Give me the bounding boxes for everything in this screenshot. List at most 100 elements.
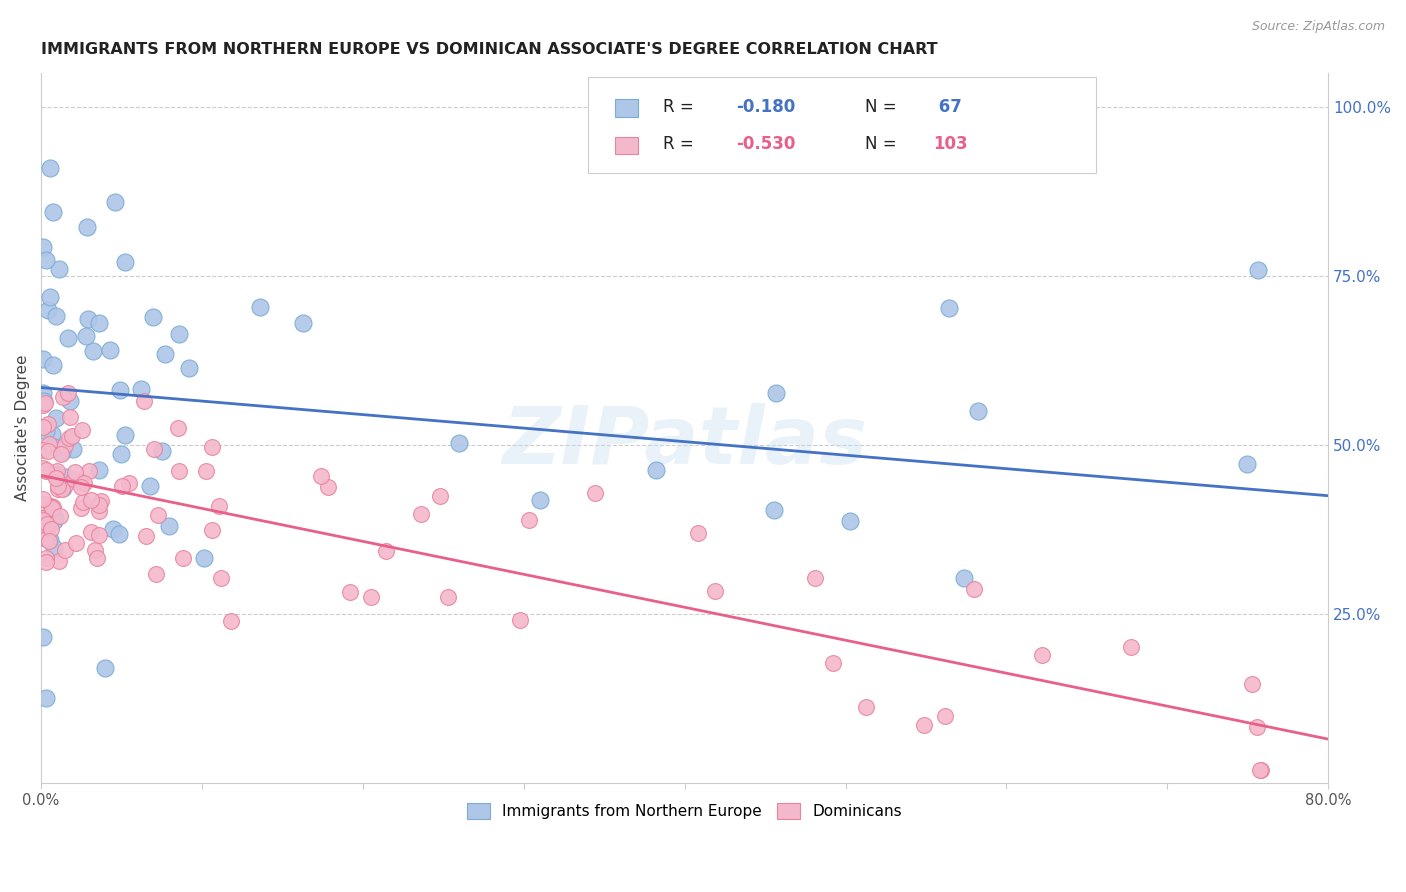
Point [31,513,53,527]
Point [51,482,73,496]
Point [76,219,98,234]
Point [55,470,77,484]
Point [70,475,93,489]
Point [65,536,87,550]
FancyBboxPatch shape [616,100,637,117]
Point [46,464,69,478]
Point [517,513,540,527]
Legend: Immigrants from Northern Europe, Dominicans: Immigrants from Northern Europe, Dominic… [461,797,908,825]
Point [80,524,103,539]
Point [644,462,666,476]
Point [51,445,73,459]
Point [45,469,67,483]
Point [63,472,86,486]
Point [309,468,332,483]
Point [94,661,117,675]
Point [70,479,93,493]
Point [131,382,153,396]
Text: 103: 103 [934,136,967,153]
Point [167,327,190,342]
Point [132,393,155,408]
Point [38,436,60,450]
Point [704,584,727,599]
Point [86,550,108,565]
Point [42,205,65,219]
Point [839,514,862,528]
Point [31,240,53,254]
Point [34,550,56,565]
Point [155,347,177,361]
Point [48,262,70,277]
Point [37,527,59,541]
Text: IMMIGRANTS FROM NORTHERN EUROPE VS DOMINICAN ASSOCIATE'S DEGREE CORRELATION CHAR: IMMIGRANTS FROM NORTHERN EUROPE VS DOMIN… [41,42,938,57]
Point [31,524,53,538]
Point [110,447,132,461]
Point [31,491,53,506]
Point [70,500,93,515]
Point [934,709,956,723]
Point [38,534,60,549]
Point [101,522,124,536]
Text: -0.180: -0.180 [737,97,796,116]
Text: -0.530: -0.530 [737,136,796,153]
Point [46,479,69,493]
Point [41,501,63,516]
FancyBboxPatch shape [588,77,1097,172]
Point [39,522,62,536]
Text: N =: N = [865,97,901,116]
Text: Source: ZipAtlas.com: Source: ZipAtlas.com [1251,20,1385,33]
Point [291,316,314,330]
Point [44,467,66,481]
Point [177,361,200,376]
Point [104,194,127,209]
Point [77,464,100,478]
Point [82,344,104,359]
Point [42,359,65,373]
Point [855,699,877,714]
Point [1119,640,1142,654]
Point [1249,763,1271,777]
Point [70,423,93,437]
Point [44,511,66,525]
Point [449,436,471,450]
Point [765,386,787,401]
Point [44,440,66,454]
Point [509,614,531,628]
Point [35,690,58,705]
Point [339,584,361,599]
Point [35,424,58,438]
Point [80,492,103,507]
Point [914,718,936,732]
Point [34,497,56,511]
Point [37,417,59,432]
Point [146,508,169,523]
Point [31,460,53,475]
Point [150,444,173,458]
Point [34,532,56,546]
Point [157,518,180,533]
Point [360,590,382,604]
Point [963,582,986,596]
Point [62,442,84,456]
Point [52,481,75,495]
Text: R =: R = [662,97,699,116]
Point [139,479,162,493]
Point [221,615,243,629]
Point [84,543,107,558]
Point [100,343,122,357]
Point [1241,676,1264,690]
Point [72,495,94,509]
Point [87,504,110,518]
Point [37,516,59,531]
Text: N =: N = [865,136,901,153]
Point [37,443,59,458]
Point [114,255,136,269]
Point [803,571,825,585]
Point [32,394,55,409]
Y-axis label: Associate's Degree: Associate's Degree [15,355,30,501]
Point [42,541,65,555]
Point [52,390,75,404]
Point [56,330,79,344]
Point [316,480,339,494]
Point [53,543,76,558]
